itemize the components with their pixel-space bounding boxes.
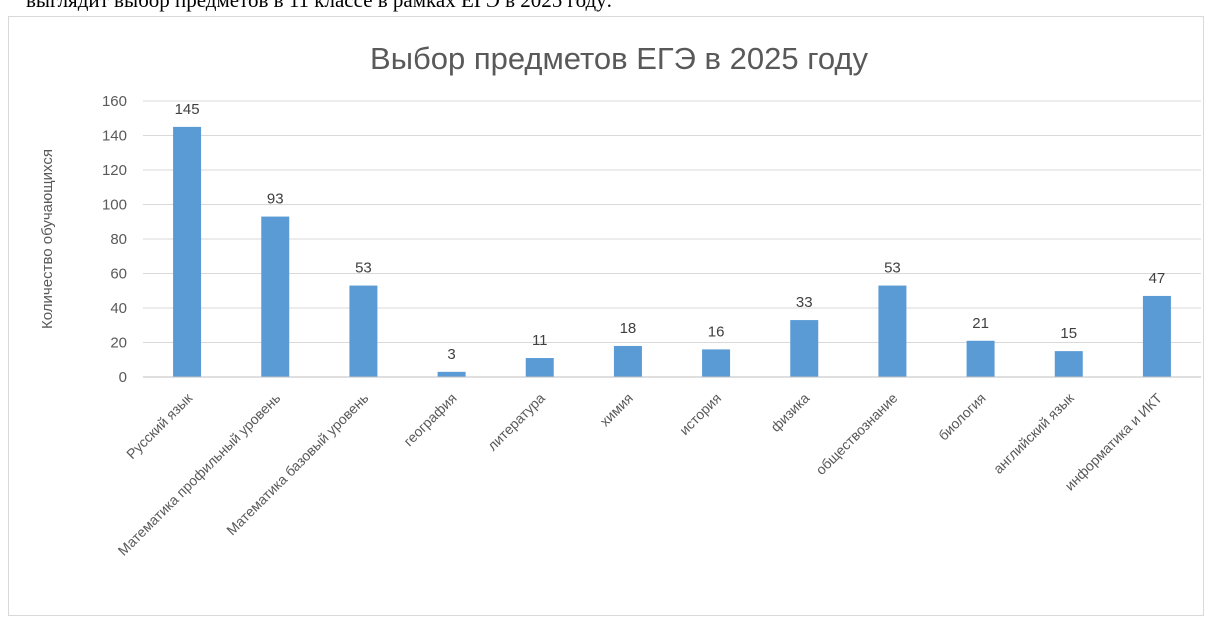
data-label: 18 [620,320,637,337]
chart-container: Выбор предметов ЕГЭ в 2025 году Количест… [8,16,1204,616]
bar [1054,351,1083,377]
x-category-label: Математика базовый уровень [223,390,371,538]
y-axis-ticks: 0 20 40 60 80 100 120 140 160 [102,93,127,386]
bar [702,349,731,377]
x-category-label: химия [597,390,636,429]
bar [790,320,819,377]
data-label: 53 [884,260,901,277]
bar [613,345,642,377]
bar-chart: Выбор предметов ЕГЭ в 2025 году Количест… [39,41,1201,559]
bar [525,358,554,377]
x-category-label: биология [935,390,989,444]
y-tick-label: 120 [102,162,127,179]
x-category-label: физика [767,390,812,435]
data-label: 21 [972,315,989,332]
data-label: 145 [175,101,200,118]
data-label: 33 [796,294,813,311]
data-labels: 145 93 53 3 11 18 16 33 53 21 15 47 [175,101,1166,363]
x-category-label: информатика и ИКТ [1061,389,1165,493]
chart-title: Выбор предметов ЕГЭ в 2025 году [370,41,868,76]
y-tick-label: 140 [102,128,127,145]
y-tick-label: 20 [110,335,127,352]
x-category-label: Математика профильный уровень [115,390,284,559]
bar [437,371,466,377]
document-text-line: выглядит выбор предметов в 11 классе в р… [26,0,613,12]
x-category-label: литература [484,390,548,454]
data-label: 3 [447,346,455,363]
bar [1142,295,1171,377]
gridlines [143,100,1201,343]
x-category-label: география [400,390,459,449]
data-label: 11 [532,332,548,349]
y-tick-label: 60 [110,266,127,283]
data-label: 53 [355,260,372,277]
y-axis-title: Количество обучающихся [39,149,56,329]
bar [878,285,907,377]
data-label: 16 [708,323,725,340]
y-tick-label: 40 [110,300,127,317]
data-label: 15 [1060,325,1077,342]
bars [173,126,1171,377]
x-category-label: обществознание [812,390,900,478]
y-tick-label: 0 [119,369,127,386]
data-label: 47 [1149,270,1166,287]
y-tick-label: 80 [110,231,127,248]
bar [349,285,378,377]
x-category-label: Русский язык [123,389,196,462]
x-category-label: английский язык [990,389,1078,477]
bar [966,340,995,377]
y-tick-label: 100 [102,197,127,214]
bar [261,216,290,377]
bar [173,126,202,377]
x-category-label: история [676,390,724,438]
y-tick-label: 160 [102,93,127,110]
data-label: 93 [267,191,284,208]
